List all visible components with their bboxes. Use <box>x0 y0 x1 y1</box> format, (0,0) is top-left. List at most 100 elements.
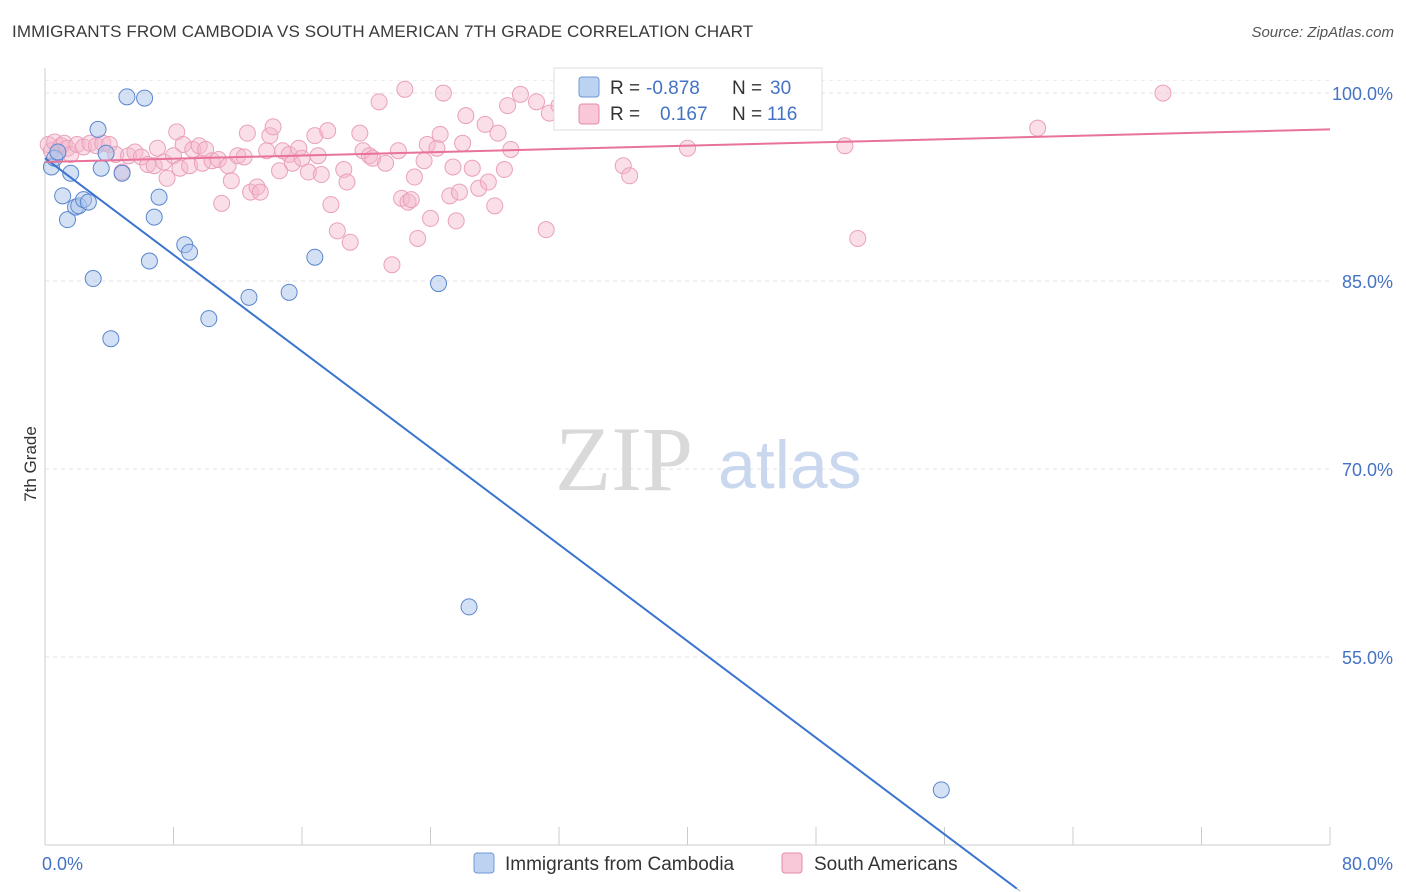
data-point-cambodia <box>58 211 76 229</box>
data-point-cambodia <box>102 330 120 348</box>
data-point-south-americans <box>679 139 696 157</box>
data-point-south-americans <box>280 145 298 163</box>
data-point-south-americans <box>360 147 378 165</box>
data-point-cambodia <box>97 144 115 162</box>
data-point-south-americans <box>1154 84 1172 102</box>
data-point-cambodia <box>54 187 72 205</box>
legend-box: R = -0.878 N = 30 R = 0.167 N = 116 <box>553 67 823 131</box>
data-point-south-americans <box>261 127 279 145</box>
data-point-south-americans <box>158 169 176 187</box>
data-point-south-americans <box>229 147 247 165</box>
data-point-south-americans <box>621 167 639 185</box>
watermark-atlas: atlas <box>718 427 862 503</box>
data-point-south-americans <box>338 173 356 191</box>
data-point-south-americans <box>383 256 401 274</box>
data-point-cambodia <box>79 193 97 211</box>
legend-n-value: 116 <box>767 104 797 125</box>
data-point-south-americans <box>476 115 494 133</box>
legend-n-label: N = <box>732 78 762 99</box>
bottom-legend: Immigrants from Cambodia South Americans <box>473 852 958 875</box>
data-point-south-americans <box>614 157 632 175</box>
data-point-south-americans <box>447 212 465 230</box>
data-point-south-americans <box>402 191 420 209</box>
data-point-south-americans <box>251 183 269 201</box>
bottom-legend-label-south-americans: South Americans <box>814 854 958 875</box>
data-point-cambodia <box>89 120 107 138</box>
data-point-cambodia <box>280 283 298 301</box>
data-point-south-americans <box>499 97 517 115</box>
x-tick-label: 0.0% <box>42 854 83 874</box>
data-point-south-americans <box>319 122 337 140</box>
x-tick-labels: 0.0% 80.0% <box>42 854 1393 874</box>
data-point-cambodia <box>136 89 154 107</box>
x-tick-label: 80.0% <box>1342 854 1393 874</box>
data-point-south-americans <box>463 159 481 177</box>
data-point-south-americans <box>849 229 867 247</box>
data-point-south-americans <box>222 172 240 190</box>
legend-r-label: R = <box>610 78 640 99</box>
data-point-south-americans <box>335 161 353 179</box>
watermark-zip: ZIP <box>555 408 693 510</box>
data-point-cambodia <box>430 275 448 293</box>
data-point-south-americans <box>495 161 513 179</box>
data-point-cambodia <box>84 270 102 288</box>
data-point-cambodia <box>62 164 80 182</box>
source-label: Source: ZipAtlas.com <box>1251 24 1394 41</box>
data-point-south-americans <box>396 80 414 98</box>
data-point-south-americans <box>389 142 407 160</box>
data-point-south-americans <box>470 179 488 197</box>
legend-r-value: -0.878 <box>646 78 700 99</box>
data-point-south-americans <box>434 84 452 102</box>
trend-line-cambodia-extension <box>1016 888 1023 892</box>
y-tick-labels: 55.0% 70.0% 85.0% 100.0% <box>1332 84 1393 668</box>
trend-lines <box>44 128 1331 892</box>
data-point-south-americans <box>409 229 427 247</box>
legend-swatch-south-americans <box>578 103 600 125</box>
grid-lines <box>45 80 1330 658</box>
legend-r-value: 0.167 <box>660 104 708 125</box>
data-point-south-americans <box>444 158 462 176</box>
data-point-cambodia <box>460 598 478 616</box>
data-point-south-americans <box>528 93 546 111</box>
data-point-south-americans <box>299 163 317 181</box>
data-point-south-americans <box>306 127 324 145</box>
data-point-south-americans <box>238 124 256 142</box>
data-point-south-americans <box>145 157 163 175</box>
data-point-south-americans <box>511 85 529 103</box>
legend-n-value: 30 <box>770 78 791 99</box>
data-point-cambodia <box>49 143 67 161</box>
y-tick-label: 100.0% <box>1332 84 1393 104</box>
legend-swatch-cambodia <box>578 76 600 98</box>
chart-title: IMMIGRANTS FROM CAMBODIA VS SOUTH AMERIC… <box>12 22 754 41</box>
data-point-south-americans <box>1029 119 1047 137</box>
data-point-south-americans <box>457 107 475 125</box>
data-point-south-americans <box>271 162 289 180</box>
legend-n-label: N = <box>732 104 762 125</box>
data-point-south-americans <box>248 178 266 196</box>
y-tick-label: 85.0% <box>1342 272 1393 292</box>
axes <box>44 68 1331 846</box>
data-point-cambodia <box>306 248 324 266</box>
data-point-south-americans <box>431 125 449 143</box>
data-point-south-americans <box>405 168 423 186</box>
series-cambodia <box>42 88 950 799</box>
data-point-south-americans <box>341 233 359 251</box>
data-point-south-americans <box>213 194 231 212</box>
bottom-legend-swatch-south-americans <box>781 852 803 874</box>
data-point-cambodia <box>150 188 168 206</box>
watermark: ZIP atlas <box>555 408 862 510</box>
data-point-south-americans <box>328 222 346 240</box>
data-point-cambodia <box>200 310 218 328</box>
data-point-cambodia <box>92 159 110 177</box>
data-point-south-americans <box>148 139 166 157</box>
data-point-cambodia <box>932 781 950 799</box>
data-point-south-americans <box>428 139 446 157</box>
data-point-south-americans <box>537 221 555 239</box>
data-point-south-americans <box>209 150 227 168</box>
data-point-south-americans <box>264 118 282 136</box>
data-point-south-americans <box>377 154 395 172</box>
data-point-south-americans <box>450 183 468 201</box>
bottom-legend-label-cambodia: Immigrants from Cambodia <box>505 854 735 875</box>
data-point-south-americans <box>322 196 340 214</box>
data-point-south-americans <box>351 124 369 142</box>
